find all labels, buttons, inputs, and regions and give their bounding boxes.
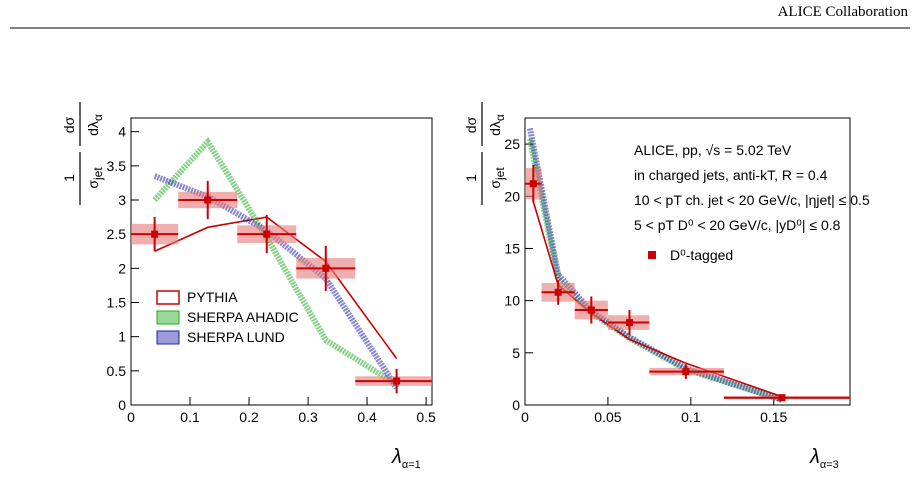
annotation: ALICE, pp, √s = 5.02 TeV: [634, 142, 792, 158]
y-label-jet: jet: [493, 167, 507, 181]
y-tick-label: 20: [504, 188, 520, 204]
model-band: [152, 136, 399, 388]
plot-frame: [524, 117, 851, 406]
marker: [151, 230, 159, 238]
x-label-main: λ: [809, 446, 820, 468]
y-tick-label: 0.5: [107, 363, 127, 379]
y-tick-label: 0: [512, 397, 520, 413]
y-label-denom: σjet: [85, 167, 105, 189]
y-label-sigma: σ: [85, 180, 101, 189]
x-tick-label: 0.1: [681, 409, 701, 425]
y-tick-label: 2.5: [107, 226, 127, 242]
y-tick-label: 1.5: [107, 295, 127, 311]
y-tick-label: 3.5: [107, 158, 127, 174]
y-label-jet: jet: [91, 167, 105, 181]
marker: [682, 368, 690, 376]
marker: [263, 230, 271, 238]
y-label-numer: 1: [61, 174, 77, 182]
legend-swatch: [156, 290, 180, 305]
x-axis-label: λα=1: [391, 446, 421, 471]
y-tick-label: 3: [118, 192, 126, 208]
legend-label: D⁰-tagged: [670, 247, 733, 263]
annotation: 10 < pT ch. jet < 20 GeV/c, |ηjet| ≤ 0.5: [634, 192, 870, 208]
x-tick-label: 0: [521, 409, 529, 425]
marker: [625, 319, 633, 327]
y-label-numer: dσ: [61, 116, 77, 133]
x-axis-label: λα=3: [809, 446, 839, 471]
y-label-alpha: α: [493, 114, 507, 121]
marker: [529, 180, 537, 188]
y-label-denom: σjet: [487, 167, 507, 189]
y-tick-label: 2: [118, 260, 126, 276]
annotation: 5 < pT D⁰ < 20 GeV/c, |yD⁰| ≤ 0.8: [634, 217, 841, 233]
annotation: in charged jets, anti-kT, R = 0.4: [634, 167, 828, 183]
legend-label: SHERPA AHADIC: [187, 309, 299, 325]
marker: [322, 264, 330, 272]
y-tick-label: 25: [504, 136, 520, 152]
y-label-denom: dλα: [85, 114, 105, 136]
x-tick-label: 0.15: [760, 409, 787, 425]
legend-swatch: [156, 330, 180, 345]
legend-marker: [648, 251, 656, 259]
y-label-dlambda: dλ: [487, 121, 503, 136]
y-tick-label: 5: [512, 345, 520, 361]
header: ALICE Collaboration: [778, 4, 909, 20]
x-tick-label: 0.05: [594, 409, 621, 425]
y-label-denom: dλα: [487, 114, 507, 136]
x-tick-label: 0.1: [180, 409, 200, 425]
y-tick-label: 1: [118, 329, 126, 345]
marker: [393, 377, 401, 385]
x-label-main: λ: [391, 446, 402, 468]
marker: [587, 306, 595, 314]
x-tick-label: 0.5: [416, 409, 436, 425]
x-label-sub: α=1: [402, 459, 421, 471]
y-tick-label: 15: [504, 240, 520, 256]
marker: [204, 196, 212, 204]
y-label-sigma: σ: [487, 180, 503, 189]
y-label-dlambda: dλ: [85, 121, 101, 136]
x-label-sub: α=3: [820, 459, 839, 471]
model-band: [153, 173, 400, 390]
y-tick-label: 10: [504, 293, 520, 309]
y-label-alpha: α: [91, 114, 105, 121]
legend-label: PYTHIA: [187, 289, 238, 305]
marker: [778, 394, 786, 402]
x-tick-label: 0.4: [357, 409, 377, 425]
marker: [554, 288, 562, 296]
y-label-numer: dσ: [463, 116, 479, 133]
legend-swatch: [156, 310, 180, 325]
x-tick-label: 0.2: [239, 409, 259, 425]
y-tick-label: 0: [118, 397, 126, 413]
legend-label: SHERPA LUND: [187, 329, 285, 345]
y-tick-label: 4: [118, 124, 126, 140]
x-tick-label: 0: [127, 409, 135, 425]
plot-frame: [130, 117, 433, 406]
x-tick-label: 0.3: [298, 409, 318, 425]
y-label-numer: 1: [463, 174, 479, 182]
